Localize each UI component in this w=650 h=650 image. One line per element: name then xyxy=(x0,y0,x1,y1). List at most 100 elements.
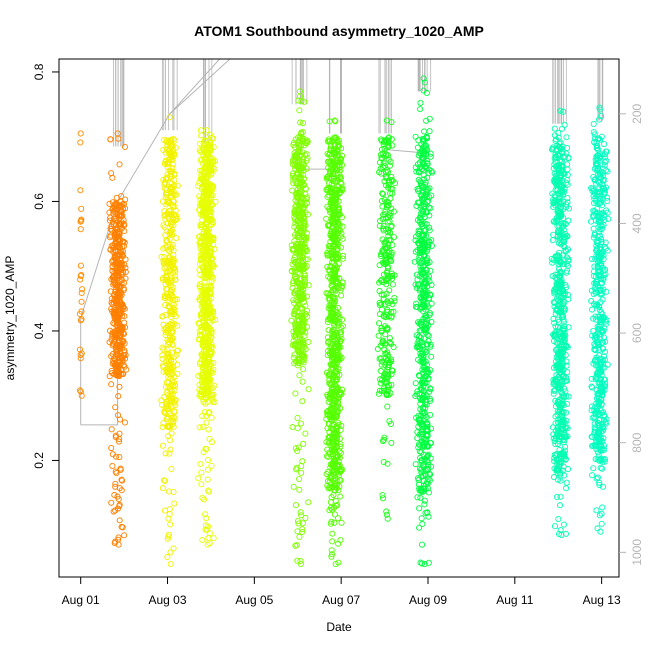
data-point xyxy=(168,381,175,388)
data-point xyxy=(168,244,175,251)
data-point xyxy=(116,435,123,443)
data-point xyxy=(79,286,86,293)
data-point xyxy=(161,212,168,219)
data-point xyxy=(563,134,570,141)
data-point xyxy=(383,269,390,276)
data-point xyxy=(161,477,168,484)
data-point xyxy=(167,549,174,556)
data-point xyxy=(199,494,206,501)
data-point xyxy=(326,483,333,490)
data-point xyxy=(385,135,392,142)
data-point xyxy=(169,214,176,222)
data-point xyxy=(205,339,212,346)
data-point xyxy=(333,412,341,420)
data-point xyxy=(421,501,428,508)
data-point xyxy=(297,420,304,427)
data-point xyxy=(388,222,395,229)
data-point xyxy=(332,142,339,149)
data-point xyxy=(563,479,570,486)
data-point xyxy=(196,327,203,334)
data-point xyxy=(164,365,171,372)
data-point xyxy=(207,143,214,150)
data-point xyxy=(324,425,331,432)
data-point xyxy=(291,223,298,230)
data-point xyxy=(169,376,176,383)
data-point xyxy=(388,356,395,363)
data-point xyxy=(160,368,167,375)
data-point xyxy=(556,502,564,509)
data-point xyxy=(114,293,121,300)
data-point xyxy=(426,115,433,122)
data-point xyxy=(303,150,310,158)
data-point xyxy=(327,207,334,214)
data-point xyxy=(563,485,570,492)
data-point xyxy=(288,317,295,324)
data-point xyxy=(77,226,84,233)
data-point xyxy=(297,509,304,516)
data-point xyxy=(299,312,306,319)
data-point xyxy=(162,216,169,223)
data-point xyxy=(168,212,175,219)
data-point xyxy=(204,456,212,464)
data-point xyxy=(330,176,337,183)
data-point xyxy=(300,160,307,167)
data-point xyxy=(204,229,211,236)
data-point xyxy=(205,256,212,263)
data-point xyxy=(294,557,301,564)
data-point xyxy=(170,423,177,430)
data-point xyxy=(171,320,178,327)
data-point xyxy=(159,198,167,205)
data-point xyxy=(78,392,85,399)
data-point xyxy=(122,196,129,203)
data-point xyxy=(197,271,204,278)
data-point xyxy=(117,304,124,311)
data-point xyxy=(170,296,177,303)
data-point xyxy=(107,136,114,143)
data-point xyxy=(417,99,424,106)
data-point xyxy=(300,262,307,269)
data-point xyxy=(296,200,303,207)
data-point xyxy=(298,469,305,476)
data-point xyxy=(389,242,396,249)
data-series-cluster xyxy=(288,59,312,568)
data-point xyxy=(419,541,426,548)
data-point xyxy=(165,323,172,330)
data-point xyxy=(380,141,387,148)
data-point xyxy=(384,168,392,175)
data-point xyxy=(197,391,204,398)
data-point xyxy=(169,370,176,377)
data-point xyxy=(162,404,169,411)
data-point xyxy=(300,265,307,272)
data-point xyxy=(114,234,121,241)
data-point xyxy=(324,193,331,200)
data-point xyxy=(107,288,114,295)
data-point xyxy=(120,304,127,311)
data-point xyxy=(336,186,343,194)
data-point xyxy=(335,139,342,146)
data-point xyxy=(199,265,207,272)
data-point xyxy=(170,488,177,496)
data-point xyxy=(159,362,167,369)
data-point xyxy=(389,177,396,184)
data-point xyxy=(197,140,204,147)
data-point xyxy=(378,301,385,308)
data-series-cluster xyxy=(548,59,572,538)
data-point xyxy=(167,446,174,453)
data-point xyxy=(163,186,170,193)
data-point xyxy=(108,499,115,506)
data-point xyxy=(203,127,210,134)
data-point xyxy=(290,483,297,490)
data-point xyxy=(332,413,339,420)
data-point xyxy=(121,419,129,426)
data-point xyxy=(121,261,128,268)
data-point xyxy=(112,404,119,411)
data-point xyxy=(332,484,339,491)
data-point xyxy=(294,291,301,298)
data-point xyxy=(162,331,169,339)
data-point xyxy=(167,137,174,144)
data-point xyxy=(332,195,339,202)
data-point xyxy=(337,329,344,336)
data-point xyxy=(204,150,212,157)
data-point xyxy=(332,159,339,166)
data-point xyxy=(208,462,215,469)
